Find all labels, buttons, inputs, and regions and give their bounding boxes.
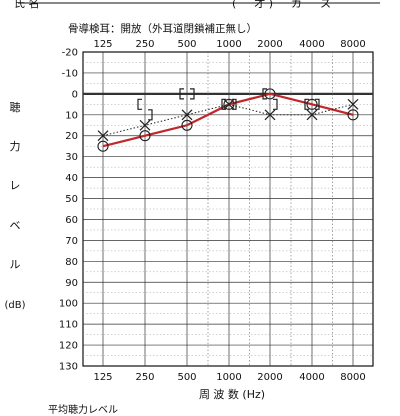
y-tick-label: 40 [65, 173, 78, 184]
y-tick-label: 80 [65, 257, 78, 268]
bracket-right-marker [273, 98, 278, 110]
cross-stroke [264, 109, 276, 121]
cross-marker [97, 130, 109, 142]
bracket-left-marker [179, 88, 184, 100]
x-top-tick-label: 1000 [216, 39, 241, 50]
x-bottom-tick-label: 1000 [216, 372, 241, 383]
y-axis-label-char: 聴 [10, 101, 21, 114]
bracket-left-marker [262, 88, 267, 100]
cross-stroke [139, 119, 151, 131]
x-top-tick-label: 500 [177, 39, 196, 50]
bracket-right-marker [190, 88, 195, 100]
circle-marker [97, 140, 109, 152]
y-axis-unit: (dB) [4, 300, 25, 311]
y-tick-label: -20 [62, 48, 78, 59]
bracket-left-marker [137, 98, 142, 110]
x-bottom-tick-label: 500 [177, 372, 196, 383]
circle-marker [306, 98, 318, 110]
y-tick-label: 0 [72, 89, 78, 100]
y-tick-label: 110 [59, 320, 78, 331]
y-tick-label: 10 [65, 110, 78, 121]
y-axis-label-char: レ [10, 179, 21, 192]
bracket-right-marker [232, 98, 237, 110]
circle-marker [223, 98, 235, 110]
x-top-tick-label: 250 [135, 39, 154, 50]
x-top-tick-label: 2000 [257, 39, 282, 50]
x-top-tick-label: 8000 [340, 39, 365, 50]
cross-marker [347, 98, 359, 110]
circle-marker [139, 130, 151, 142]
y-tick-label: -10 [62, 68, 78, 79]
x-bottom-tick-label: 250 [135, 372, 154, 383]
cross-stroke [347, 98, 359, 110]
bracket-left-marker [304, 98, 309, 110]
y-tick-label: 120 [59, 341, 78, 352]
bracket-right-marker [315, 98, 320, 110]
x-bottom-tick-label: 2000 [257, 372, 282, 383]
y-tick-label: 60 [65, 215, 78, 226]
y-tick-label: 20 [65, 131, 78, 142]
circle-marker [264, 88, 276, 100]
cross-marker [264, 109, 276, 121]
y-axis-label-char: ベ [10, 219, 21, 232]
y-axis-label-char: ル [10, 258, 21, 271]
cross-stroke [223, 98, 235, 110]
patient-name-label: 氏 名 [14, 0, 40, 10]
x-bottom-tick-label: 125 [93, 372, 112, 383]
circle-marker [347, 109, 359, 121]
cross-marker [223, 98, 235, 110]
y-tick-label: 70 [65, 236, 78, 247]
x-top-tick-label: 125 [93, 39, 112, 50]
y-tick-label: 90 [65, 278, 78, 289]
cross-stroke [97, 130, 109, 142]
y-tick-label: 50 [65, 194, 78, 205]
x-bottom-tick-label: 8000 [340, 372, 365, 383]
y-axis-label-char: 力 [10, 140, 21, 153]
chart-title: 骨導検耳：開放（外耳道閉鎖補正無し） [68, 22, 257, 35]
x-bottom-tick-label: 4000 [299, 372, 324, 383]
x-axis-label: 周 波 数 (Hz) [199, 388, 265, 401]
cross-stroke [306, 109, 318, 121]
bracket-right-marker [148, 109, 153, 121]
cross-marker [181, 109, 193, 121]
bracket-left-marker [221, 98, 226, 110]
y-tick-label: 130 [59, 362, 78, 373]
cross-stroke [181, 109, 193, 121]
y-tick-label: 30 [65, 152, 78, 163]
y-tick-label: 100 [59, 299, 78, 310]
x-top-tick-label: 4000 [299, 39, 324, 50]
cross-marker [306, 109, 318, 121]
patient-age-label: ( ー 才 ) ー ガ ー ス [232, 0, 332, 10]
cross-marker [139, 119, 151, 131]
circle-marker [181, 119, 193, 131]
